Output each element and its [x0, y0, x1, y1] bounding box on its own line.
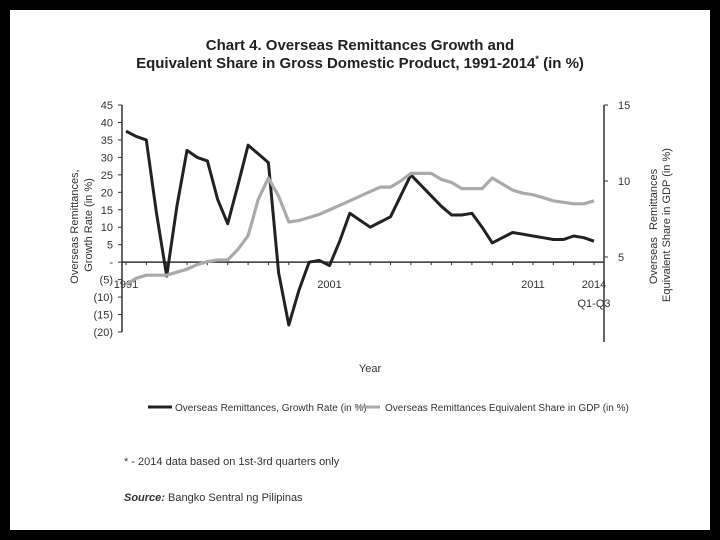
y-axis-right-label-line1: Overseas	[648, 237, 660, 285]
y-left-tick-label: (20)	[93, 327, 113, 339]
source-text: Bangko Sentral ng Pilipinas	[168, 492, 303, 504]
x-axis-label: Year	[359, 363, 382, 375]
footnote: * - 2014 data based on 1st-3rd quarters …	[124, 456, 340, 468]
chart-subtitle: Equivalent Share in Gross Domestic Produ…	[10, 54, 710, 72]
y-left-tick-label: 35	[101, 135, 113, 147]
x-tick-label: 2014	[582, 279, 606, 291]
chart-subtitle-unit: (in %)	[543, 55, 584, 72]
x-tick-label: 2011	[521, 279, 545, 291]
y-axis-left-label-line1: Overseas Remittances,	[69, 169, 81, 283]
y-left-tick-label: 25	[101, 170, 113, 182]
series-layer	[125, 129, 595, 327]
chart-subtitle-main: Equivalent Share in Gross Domestic Produ…	[136, 55, 536, 72]
y-axis-left-label: Overseas Remittances, Growth Rate (in %)	[69, 166, 95, 283]
y-right-tick-label: 15	[618, 100, 630, 112]
chart-subtitle-mark: *	[535, 54, 539, 64]
y-left-tick-label: (15)	[93, 310, 113, 322]
y-axis-right-label-line3: Equivalent Share in GDP (in %)	[661, 148, 673, 302]
y-left-tick-label: (10)	[93, 292, 113, 304]
y-left-tick-label: 20	[101, 187, 113, 199]
y-left-tick-label: 15	[101, 205, 113, 217]
chart-panel	[10, 10, 710, 530]
y-left-tick-label: 5	[107, 240, 113, 252]
y-right-tick-label: 5	[618, 252, 624, 264]
chart-title: Chart 4. Overseas Remittances Growth and	[205, 37, 515, 54]
series-line-growth-rate	[125, 129, 595, 327]
y-left-tick-label: (5)	[100, 275, 113, 287]
legend-label-growth: Overseas Remittances, Growth Rate (in %)	[175, 403, 367, 414]
source-label: Source:	[124, 492, 165, 504]
legend: Overseas Remittances, Growth Rate (in %)…	[148, 403, 629, 414]
y-axis-right-label: Overseas Remittances Equivalent Share in…	[648, 148, 673, 302]
y-axis-right-label-line2: Remittances	[648, 168, 660, 230]
legend-label-share: Overseas Remittances Equivalent Share in…	[385, 403, 629, 414]
y-axis-left-label-line2: Growth Rate (in %)	[83, 178, 95, 272]
x-tick-label: 2001	[317, 279, 341, 291]
y-left-tick-label: 40	[101, 117, 113, 129]
y-right-tick-label: 10	[618, 176, 630, 188]
y-left-tick-label: 30	[101, 152, 113, 164]
y-left-tick-label: 10	[101, 222, 113, 234]
source-line: Source: Bangko Sentral ng Pilipinas	[124, 492, 303, 504]
x-tick-sublabel: Q1-Q3	[577, 298, 610, 310]
y-left-tick-label: 45	[101, 100, 113, 112]
series-line-gdp-share	[125, 171, 595, 286]
axes-layer: 45403530252015105-(5)(10)(15)(20)1510519…	[93, 100, 630, 342]
y-left-tick-label: -	[109, 257, 113, 269]
